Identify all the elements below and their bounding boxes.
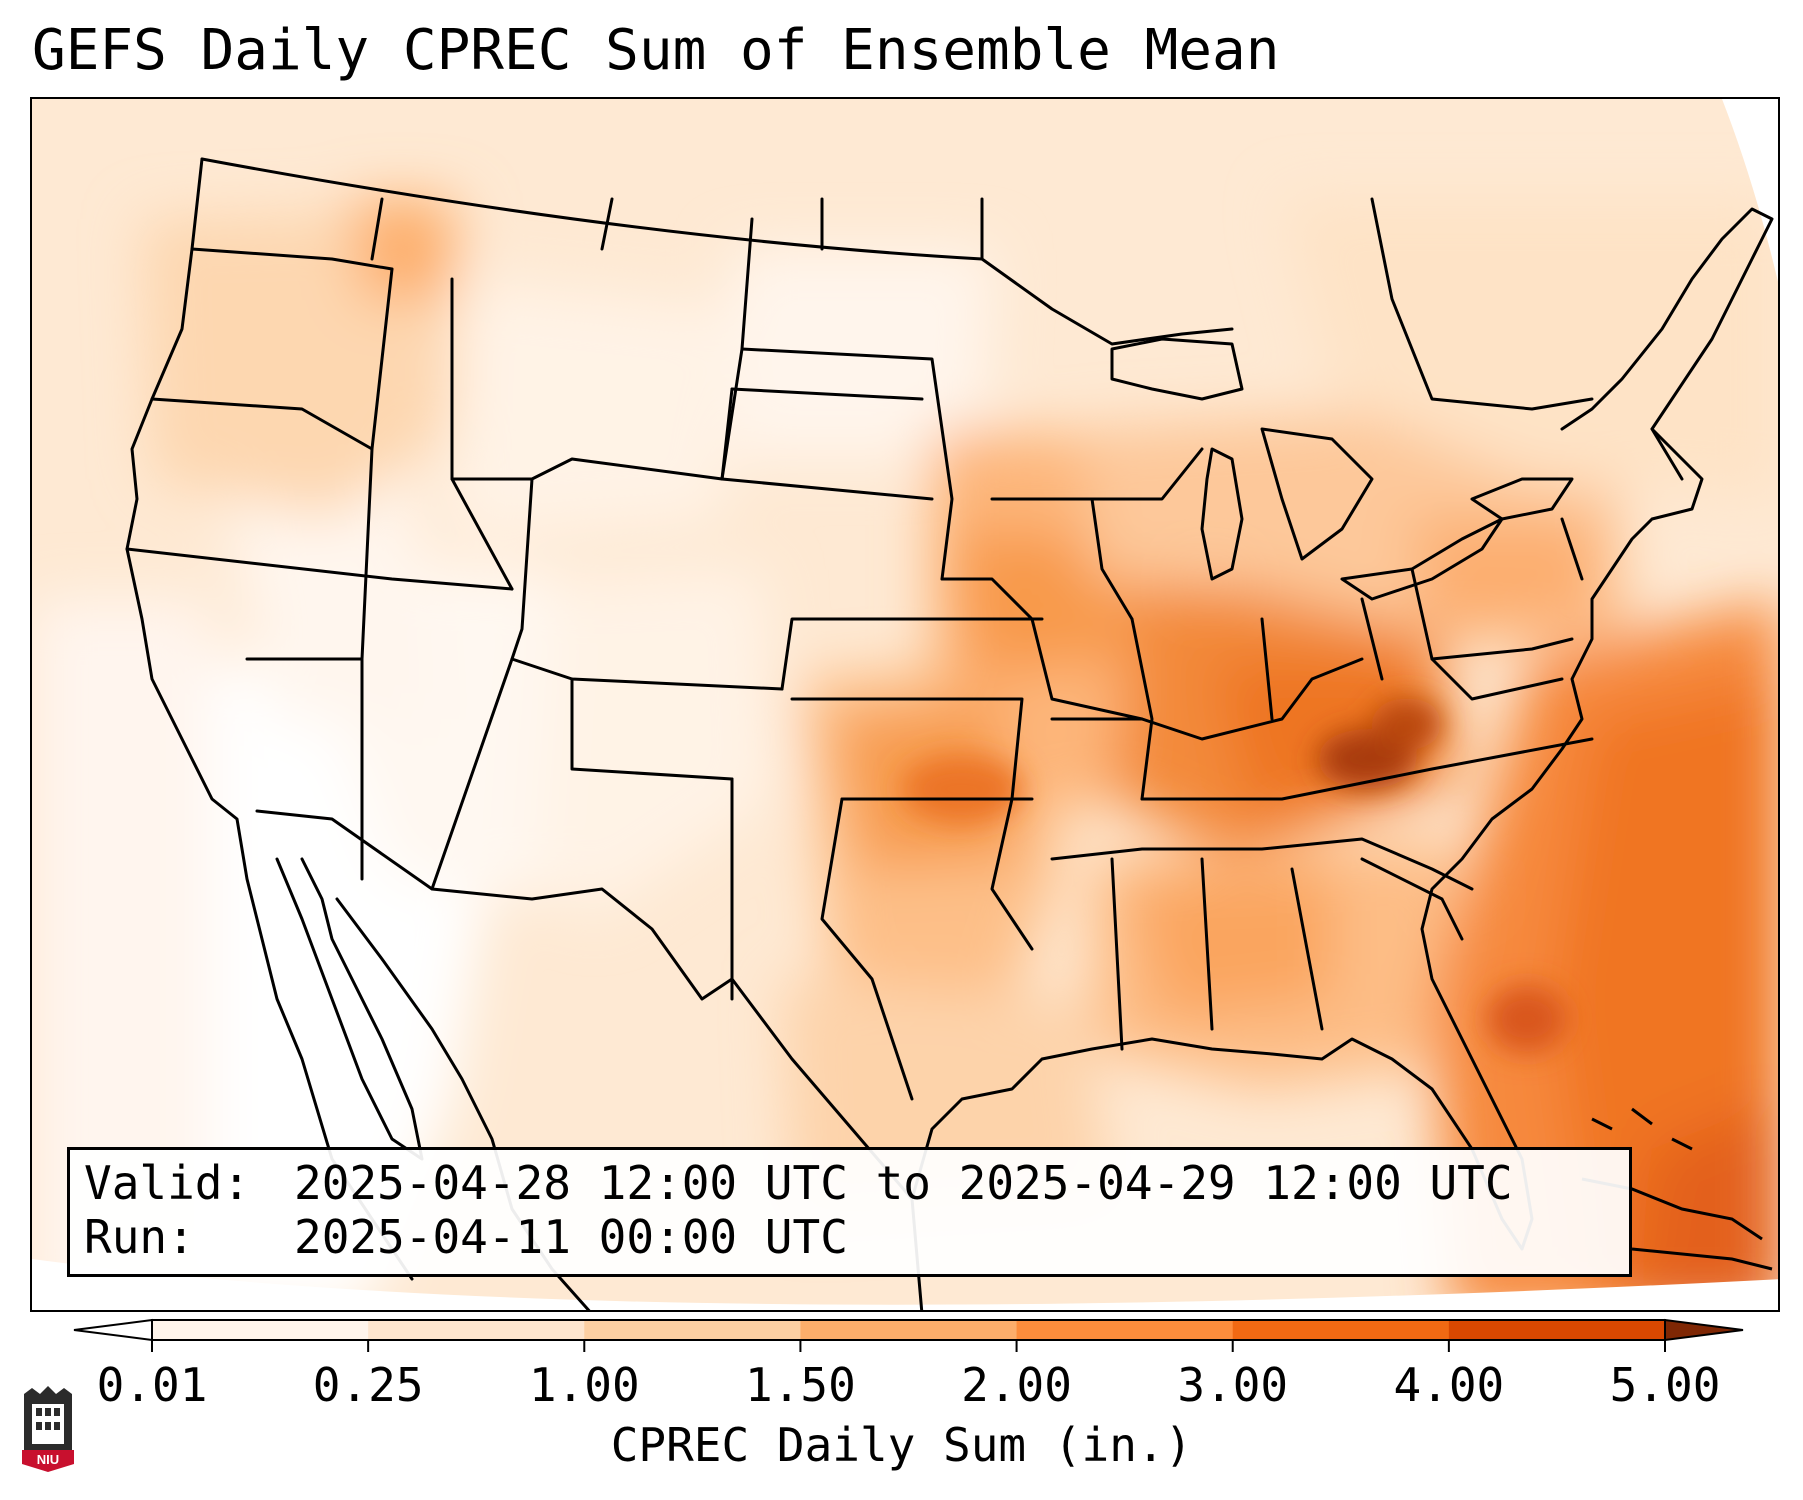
colorbar-segment <box>800 1320 1018 1340</box>
validity-info-box: Valid: 2025-04-28 12:00 UTC to 2025-04-2… <box>67 1147 1632 1277</box>
map-title: GEFS Daily CPREC Sum of Ensemble Mean <box>32 18 1280 83</box>
precip-cores <box>902 698 1567 1053</box>
colorbar-tick-label: 3.00 <box>1177 1358 1289 1412</box>
map-canvas <box>32 99 1778 1310</box>
projection-edge-top-right <box>1722 99 1778 282</box>
valid-label: Valid: <box>84 1156 251 1210</box>
colorbar-title: CPREC Daily Sum (in.) <box>610 1418 1193 1472</box>
colorbar-outline <box>151 1319 1666 1341</box>
colorbar-segment <box>368 1320 585 1340</box>
colorbar-tick-label: 2.00 <box>961 1358 1072 1412</box>
precipitation-map <box>30 97 1780 1312</box>
niu-logo: NIU <box>22 1386 74 1472</box>
colorbar-ticks <box>151 1340 1666 1352</box>
precip-field <box>32 199 1778 1310</box>
niu-logo-text: NIU <box>37 1452 59 1467</box>
colorbar-tick-label: 0.25 <box>312 1358 424 1412</box>
colorbar-segment <box>1016 1320 1234 1340</box>
boundaries <box>125 157 1774 1310</box>
colorbar-tick-label: 5.00 <box>1609 1358 1721 1412</box>
colorbar <box>73 1318 1744 1352</box>
colorbar-tick-label: 4.00 <box>1393 1358 1505 1412</box>
colorbar-tick-label: 0.01 <box>96 1358 208 1412</box>
colorbar-segment <box>152 1320 369 1340</box>
run-row: Run: 2025-04-11 00:00 UTC <box>84 1210 1629 1264</box>
valid-row: Valid: 2025-04-28 12:00 UTC to 2025-04-2… <box>84 1156 1629 1210</box>
colorbar-under-arrow <box>73 1318 153 1342</box>
colorbar-segment <box>584 1320 801 1340</box>
run-label: Run: <box>84 1210 195 1264</box>
colorbar-tick-label: 1.50 <box>745 1358 856 1412</box>
colorbar-tick-label: 1.00 <box>528 1358 640 1412</box>
colorbar-segment <box>1448 1320 1666 1340</box>
projection-edge-bottom <box>32 1259 1778 1310</box>
valid-value: 2025-04-28 12:00 UTC to 2025-04-29 12:00… <box>294 1156 1513 1210</box>
colorbar-segments <box>73 1318 1744 1342</box>
colorbar-segment <box>1232 1320 1450 1340</box>
colorbar-over-arrow <box>1664 1318 1744 1342</box>
run-value: 2025-04-11 00:00 UTC <box>294 1210 848 1264</box>
